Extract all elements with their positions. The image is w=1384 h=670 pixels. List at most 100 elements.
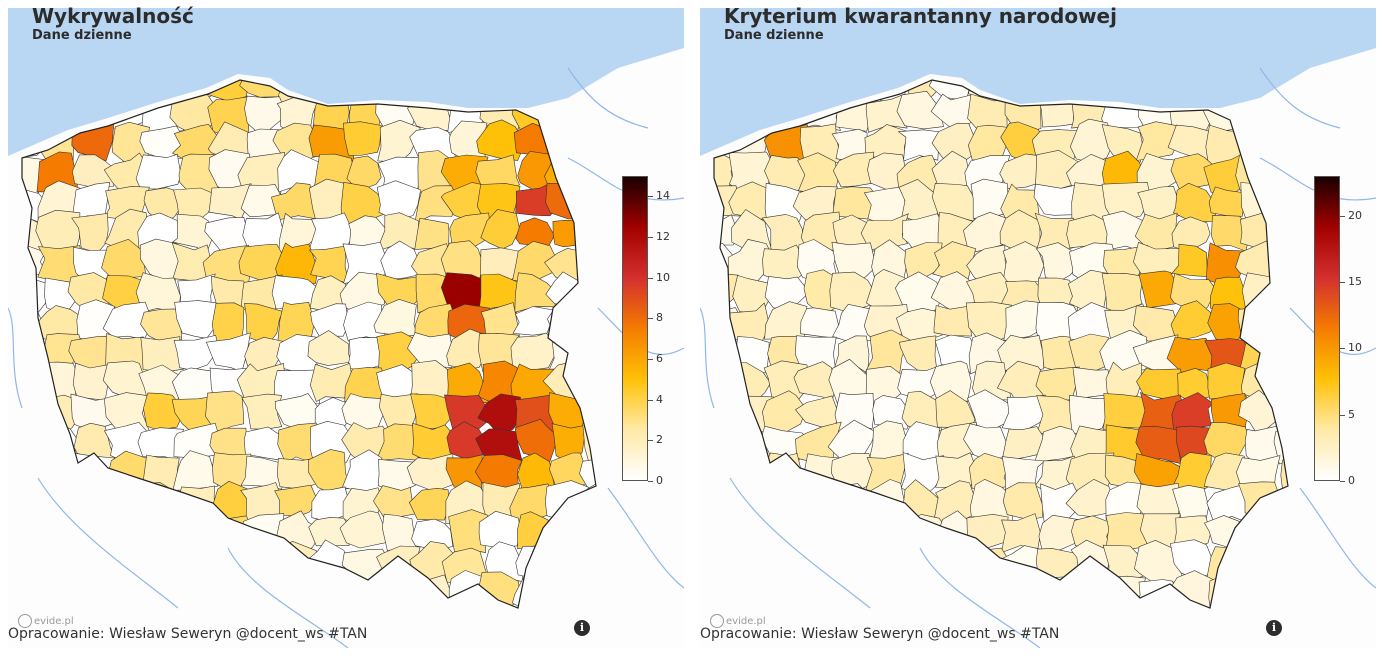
- district-area[interactable]: [411, 518, 454, 551]
- district-area[interactable]: [140, 308, 183, 344]
- color-legend: 0 5 10 15 20: [1314, 176, 1384, 487]
- sea-area: [700, 8, 1376, 156]
- district-area[interactable]: [579, 455, 628, 494]
- info-icon[interactable]: i: [574, 620, 590, 636]
- district-area[interactable]: [762, 244, 811, 285]
- choropleth-map[interactable]: [8, 8, 684, 648]
- district-area[interactable]: [244, 336, 286, 377]
- district-area[interactable]: [860, 213, 909, 250]
- brand-label: evide.pl: [726, 616, 766, 627]
- district-area[interactable]: [1001, 394, 1047, 432]
- map-panel-quarantine: Kryterium kwarantanny narodowej Dane dzi…: [692, 0, 1384, 670]
- district-area[interactable]: [476, 119, 526, 161]
- legend-tick-label: 2: [656, 433, 663, 447]
- district-area[interactable]: [929, 360, 972, 402]
- district-area[interactable]: [933, 305, 974, 337]
- district-area[interactable]: [1280, 453, 1312, 490]
- district-area[interactable]: [1134, 212, 1178, 252]
- river-line: [729, 477, 871, 609]
- river-line: [607, 487, 684, 589]
- district-area[interactable]: [762, 390, 807, 433]
- district-area[interactable]: [865, 365, 911, 406]
- district-area[interactable]: [376, 180, 421, 221]
- district-area[interactable]: [1101, 124, 1143, 163]
- district-area[interactable]: [205, 390, 245, 434]
- map-subtitle: Dane dzienne: [32, 28, 132, 43]
- river-line: [8, 307, 23, 409]
- district-area[interactable]: [1135, 121, 1179, 161]
- district-area[interactable]: [510, 332, 559, 372]
- district-area[interactable]: [346, 155, 382, 191]
- map-frame: [8, 8, 684, 648]
- district-area[interactable]: [377, 119, 421, 163]
- legend-tick-label: 6: [656, 352, 663, 365]
- map-title: Wykrywalność: [32, 4, 194, 28]
- district-area[interactable]: [244, 95, 288, 137]
- district-area[interactable]: [1040, 482, 1083, 527]
- district-area[interactable]: [872, 395, 913, 430]
- legend-tick: [1340, 215, 1345, 217]
- legend-tick: [648, 440, 653, 442]
- district-area[interactable]: [1136, 153, 1183, 192]
- district-area[interactable]: [241, 393, 283, 430]
- district-area[interactable]: [1069, 118, 1114, 164]
- district-area[interactable]: [274, 484, 319, 517]
- district-area[interactable]: [275, 242, 319, 287]
- info-icon[interactable]: i: [1266, 620, 1282, 636]
- credit-footer: Opracowanie: Wiesław Seweryn @docent_ws …: [8, 626, 368, 642]
- sea-area: [8, 8, 684, 156]
- district-area[interactable]: [896, 307, 946, 345]
- district-area[interactable]: [1069, 394, 1111, 436]
- legend-tick: [648, 481, 653, 482]
- district-area[interactable]: [339, 510, 390, 549]
- legend-tick: [648, 196, 653, 198]
- district-area[interactable]: [896, 90, 944, 130]
- river-line: [567, 157, 684, 201]
- district-area[interactable]: [478, 510, 521, 549]
- district-area[interactable]: [211, 302, 245, 342]
- district-area[interactable]: [449, 212, 492, 250]
- district-area[interactable]: [1101, 181, 1152, 221]
- district-area[interactable]: [310, 303, 350, 338]
- district-area[interactable]: [172, 450, 219, 492]
- district-area[interactable]: [997, 334, 1045, 373]
- district-area[interactable]: [308, 517, 351, 547]
- district-area[interactable]: [408, 487, 450, 521]
- district-area[interactable]: [1170, 452, 1212, 494]
- legend-tick-label: 0: [656, 474, 663, 487]
- district-area[interactable]: [1171, 216, 1211, 252]
- district-area[interactable]: [140, 336, 185, 373]
- district-area[interactable]: [1208, 186, 1250, 217]
- district-area[interactable]: [237, 152, 286, 195]
- choropleth-map[interactable]: [700, 8, 1376, 648]
- district-area[interactable]: [477, 393, 523, 436]
- legend-tick: [648, 237, 653, 238]
- district-area[interactable]: [1205, 242, 1247, 287]
- district-area[interactable]: [8, 156, 46, 197]
- district-area[interactable]: [1173, 515, 1211, 550]
- district-area[interactable]: [834, 392, 875, 434]
- district-area[interactable]: [135, 153, 182, 190]
- legend-tick-label: 10: [656, 270, 670, 284]
- district-area[interactable]: [480, 209, 520, 250]
- district-area[interactable]: [244, 303, 284, 345]
- legend-tick-label: 14: [656, 189, 670, 203]
- district-area[interactable]: [407, 332, 454, 368]
- river-line: [1299, 487, 1376, 589]
- district-area[interactable]: [897, 129, 943, 162]
- district-area[interactable]: [1035, 242, 1078, 281]
- district-area[interactable]: [1002, 482, 1044, 520]
- district-area[interactable]: [512, 306, 555, 336]
- district-area[interactable]: [764, 276, 810, 311]
- district-area[interactable]: [309, 362, 354, 403]
- district-area[interactable]: [865, 93, 908, 133]
- district-area[interactable]: [1170, 273, 1217, 314]
- district-area[interactable]: [1170, 300, 1216, 341]
- district-area[interactable]: [139, 125, 185, 159]
- map-subtitle: Dane dzienne: [724, 28, 824, 43]
- district-area[interactable]: [343, 121, 382, 156]
- district-area[interactable]: [71, 154, 118, 188]
- district-area[interactable]: [240, 455, 289, 490]
- district-area[interactable]: [448, 509, 489, 553]
- legend-tick: [648, 277, 653, 279]
